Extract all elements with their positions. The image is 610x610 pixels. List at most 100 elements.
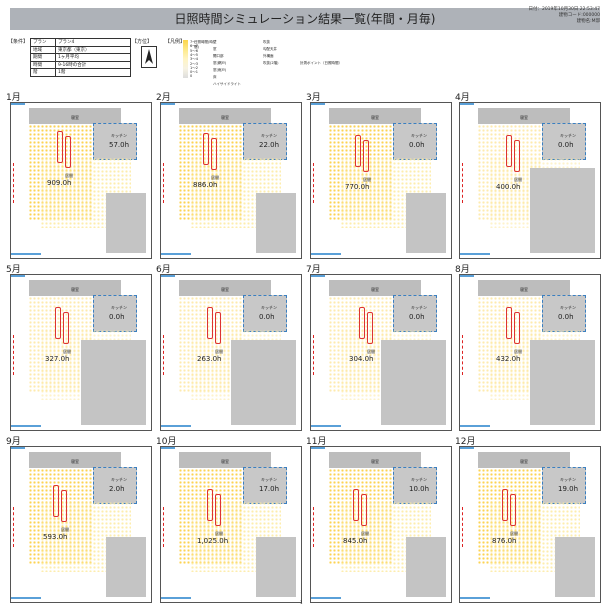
living-value: 1,025.0h (197, 537, 229, 545)
measure-point-icon (367, 312, 373, 344)
month-panel: 7月 寝室 キッチン 0.0h 居間 304.0h (306, 262, 453, 431)
kitchen-label: キッチン (111, 305, 127, 310)
bedroom-area (179, 108, 271, 124)
building-name: 建物名:M邸 (576, 19, 600, 24)
bedroom-label: 寝室 (71, 459, 79, 464)
measure-point-icon (510, 494, 516, 526)
bedroom-area (478, 280, 570, 296)
measure-line (13, 335, 14, 375)
direction-label: 【方位】 (132, 39, 153, 45)
window-marker (11, 425, 41, 427)
bedroom-area (329, 280, 421, 296)
conditions-label: 【条件】 (8, 39, 29, 45)
measure-point-icon (57, 131, 63, 163)
window-marker (460, 103, 474, 105)
measure-point-icon (514, 312, 520, 344)
living-label: 居間 (361, 531, 369, 536)
document-meta: 日付：2019年10月30日 22:53:47 建物コード:000000 建物名… (528, 7, 600, 25)
month-label: 10月 (156, 437, 177, 447)
shade-area (530, 168, 595, 253)
month-panel: 10月 寝室 キッチン 17.0h 居間 1,025.0h (156, 434, 303, 603)
condition-row: 時間 9-16時の合計 (30, 60, 131, 69)
floor-plan: 寝室 キッチン 19.0h 居間 876.0h (459, 446, 601, 603)
compass-icon (141, 46, 157, 68)
measure-line (13, 163, 14, 203)
kitchen-value: 0.0h (558, 141, 574, 149)
bedroom-area (29, 452, 121, 468)
legend-item: 勾配天井 (263, 47, 277, 51)
month-label: 1月 (6, 93, 21, 103)
scale-label: 5〜6 (190, 48, 198, 53)
bedroom-label: 寝室 (520, 287, 528, 292)
month-label: 9月 (6, 437, 21, 447)
measure-point-icon (361, 494, 367, 526)
living-label: 居間 (514, 177, 522, 182)
month-panel: 4月 寝室 キッチン 0.0h 居間 400.0h (455, 90, 602, 259)
measure-point-icon (363, 140, 369, 172)
month-panel: 3月 寝室 キッチン 0.0h 居間 770.0h (306, 90, 453, 259)
floor-plan: 寝室 キッチン 0.0h 居間 304.0h (310, 274, 452, 431)
building-code: 建物コード:000000 (558, 13, 600, 18)
window-marker (161, 103, 175, 105)
measure-point-icon (65, 136, 71, 168)
kitchen-label: キッチン (560, 133, 576, 138)
shade-area (256, 537, 296, 597)
measure-line (13, 507, 14, 547)
month-label: 8月 (455, 265, 470, 275)
condition-row: 階 1階 (30, 68, 131, 77)
scale-label: 6〜7 (190, 44, 198, 49)
scale-label: 3〜4 (190, 57, 198, 62)
living-label: 居間 (211, 175, 219, 180)
sunlight-scale-bar (183, 40, 188, 78)
legend-item: 外構面 (263, 54, 274, 58)
window-marker (311, 597, 341, 599)
kitchen-value: 17.0h (259, 485, 280, 493)
bedroom-label: 寝室 (221, 287, 229, 292)
kitchen-value: 0.0h (409, 313, 425, 321)
page-title: 日照時間シミュレーション結果一覧(年間・月毎) (10, 8, 600, 30)
shade-area (231, 340, 296, 425)
condition-row: 期間 1ヶ月平均 (30, 53, 131, 62)
window-marker (11, 597, 41, 599)
shade-area (106, 193, 146, 253)
window-marker (11, 103, 25, 105)
window-marker (311, 275, 325, 277)
bedroom-area (478, 108, 570, 124)
month-label: 5月 (6, 265, 21, 275)
floor-plan: 寝室 キッチン 0.0h 居間 432.0h (459, 274, 601, 431)
bedroom-area (179, 452, 271, 468)
kitchen-label: キッチン (411, 305, 427, 310)
measure-point-icon (215, 312, 221, 344)
living-label: 居間 (510, 531, 518, 536)
kitchen-label: キッチン (261, 133, 277, 138)
scale-label: 7〜 (190, 40, 196, 44)
kitchen-area (542, 295, 586, 332)
shade-area (106, 537, 146, 597)
measure-line (313, 507, 314, 547)
month-label: 4月 (455, 93, 470, 103)
kitchen-area (393, 123, 437, 160)
measure-line (163, 163, 164, 203)
measure-point-icon (353, 489, 359, 521)
floor-plan: 寝室 キッチン 57.0h 居間 909.0h (10, 102, 152, 259)
living-label: 居間 (215, 349, 223, 354)
living-value: 263.0h (197, 355, 222, 363)
measure-point-icon (514, 140, 520, 172)
window-marker (161, 597, 191, 599)
kitchen-label: キッチン (111, 133, 127, 138)
scale-label: 0〜1 (190, 70, 198, 75)
month-panel: 12月 寝室 キッチン 19.0h 居間 876.0h (455, 434, 602, 603)
window-marker (311, 425, 341, 427)
living-value: 327.0h (45, 355, 70, 363)
bedroom-label: 寝室 (520, 459, 528, 464)
living-label: 居間 (363, 177, 371, 182)
measure-point-icon (55, 307, 61, 339)
floor-plan: 寝室 キッチン 22.0h 居間 886.0h (160, 102, 302, 259)
living-value: 400.0h (496, 183, 521, 191)
measure-point-icon (215, 494, 221, 526)
floor-plan: 寝室 キッチン 0.0h 居間 327.0h (10, 274, 152, 431)
measure-point-icon (203, 133, 209, 165)
legend-item: 窓 (213, 47, 217, 51)
measure-point-icon (355, 135, 361, 167)
kitchen-value: 0.0h (109, 313, 125, 321)
